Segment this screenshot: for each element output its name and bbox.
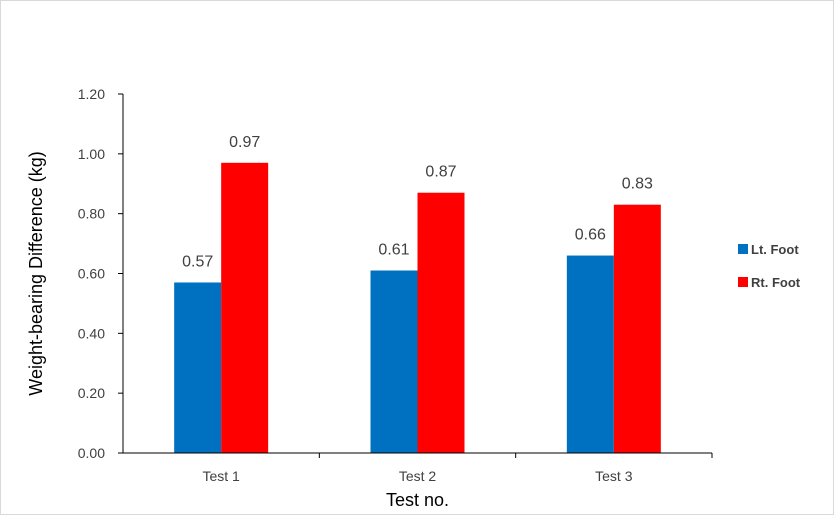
x-axis-ticks: Test 1 Test 2 Test 3 [202,453,713,484]
data-label: 0.61 [378,242,409,259]
bar-lt-foot-2 [370,270,418,453]
data-label: 0.97 [229,134,260,151]
x-tick-label: Test 1 [202,468,240,484]
bars [174,162,661,453]
y-tick-label: 0.40 [78,325,105,341]
y-tick-label: 0.20 [78,385,105,401]
data-label: 0.87 [425,164,456,181]
x-tick-label: Test 2 [399,468,437,484]
data-label: 0.83 [622,176,653,193]
bar-lt-foot-1 [174,282,222,453]
y-axis-ticks: 0.00 0.20 0.40 0.60 0.80 1.00 1.20 [78,86,123,461]
bar-rt-foot-3 [613,204,661,453]
legend-swatch [738,244,748,254]
y-tick-label: 0.60 [78,266,105,282]
x-axis-title: Test no. [386,490,449,510]
legend-swatch [738,277,748,287]
bar-rt-foot-1 [221,162,269,453]
data-labels: 0.57 0.97 0.61 0.87 0.66 0.83 [182,134,653,271]
data-label: 0.66 [575,227,606,244]
legend: Lt. Foot Rt. Foot [738,242,801,290]
y-tick-label: 1.00 [78,146,105,162]
legend-label: Lt. Foot [751,242,799,257]
y-tick-label: 1.20 [78,86,105,102]
y-axis-title: Weight-bearing Difference (kg) [26,151,46,395]
x-tick-label: Test 3 [595,468,633,484]
y-tick-label: 0.80 [78,206,105,222]
data-label: 0.57 [182,253,213,270]
bar-lt-foot-3 [566,255,614,453]
legend-label: Rt. Foot [751,275,801,290]
y-tick-label: 0.00 [78,445,105,461]
bar-rt-foot-2 [417,192,465,453]
